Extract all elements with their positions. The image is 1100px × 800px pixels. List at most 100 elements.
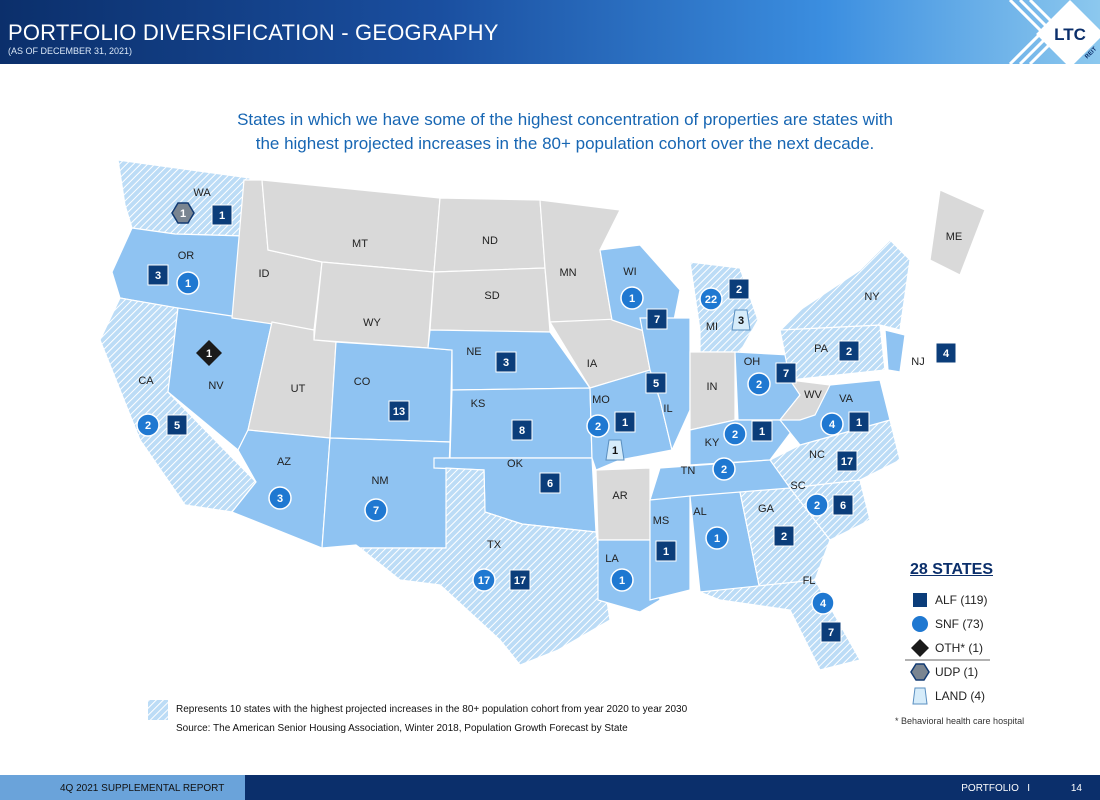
marker-count: 3 bbox=[155, 270, 161, 282]
marker-ok-alf: 6 bbox=[539, 472, 561, 494]
marker-count: 2 bbox=[595, 421, 601, 433]
state-label-pa: PA bbox=[814, 343, 829, 355]
state-ny bbox=[778, 239, 911, 331]
legend-symbol-land bbox=[912, 687, 928, 705]
marker-or-alf: 3 bbox=[147, 264, 169, 286]
marker-count: 1 bbox=[714, 533, 720, 545]
marker-count: 1 bbox=[185, 278, 191, 290]
state-label-ne: NE bbox=[466, 346, 481, 358]
legend-symbol-snf bbox=[912, 616, 928, 632]
state-label-ks: KS bbox=[471, 398, 486, 410]
page-title: PORTFOLIO DIVERSIFICATION - GEOGRAPHY bbox=[8, 20, 499, 45]
state-label-tx: TX bbox=[487, 539, 502, 551]
marker-count: 1 bbox=[663, 546, 669, 558]
marker-ky-alf: 1 bbox=[751, 420, 773, 442]
marker-count: 2 bbox=[846, 346, 852, 358]
marker-wi-snf: 1 bbox=[620, 286, 644, 310]
page-subtitle: (AS OF DECEMBER 31, 2021) bbox=[8, 46, 133, 56]
marker-nv-oth: 1 bbox=[196, 340, 222, 366]
marker-tn-snf: 2 bbox=[712, 457, 736, 481]
marker-count: 1 bbox=[219, 210, 225, 222]
marker-count: 13 bbox=[393, 406, 405, 418]
marker-count: 2 bbox=[732, 429, 738, 441]
marker-count: 7 bbox=[783, 368, 789, 380]
marker-count: 17 bbox=[841, 456, 853, 468]
marker-count: 1 bbox=[759, 426, 765, 438]
state-label-ny: NY bbox=[864, 291, 880, 303]
marker-ne-alf: 3 bbox=[495, 351, 517, 373]
legend-symbols: ALF (119) SNF (73) OTH* (1) UDP (1) LAND (4) bbox=[148, 593, 990, 720]
headline-text: States in which we have some of the high… bbox=[237, 110, 893, 153]
marker-fl-alf: 7 bbox=[820, 621, 842, 643]
marker-count: 2 bbox=[814, 500, 820, 512]
state-label-ia: IA bbox=[587, 358, 598, 370]
legend-label: SNF (73) bbox=[935, 617, 984, 631]
legend-item-snf: SNF (73) bbox=[912, 616, 984, 632]
marker-mo-land: 1 bbox=[605, 439, 625, 461]
marker-count: 17 bbox=[478, 575, 490, 587]
marker-count: 7 bbox=[828, 627, 834, 639]
state-label-ms: MS bbox=[653, 515, 670, 527]
marker-count: 4 bbox=[829, 419, 836, 431]
state-label-nd: ND bbox=[482, 235, 498, 247]
header-banner: PORTFOLIO DIVERSIFICATION - GEOGRAPHY (A… bbox=[0, 0, 1100, 64]
footer-section: PORTFOLIO I bbox=[961, 783, 1030, 794]
marker-mi-snf: 22 bbox=[699, 287, 723, 311]
hatch-note: Represents 10 states with the highest pr… bbox=[176, 704, 688, 715]
source-note: Source: The American Senior Housing Asso… bbox=[176, 723, 628, 734]
state-label-tn: TN bbox=[681, 465, 696, 477]
marker-count: 3 bbox=[503, 357, 509, 369]
state-label-al: AL bbox=[693, 506, 706, 518]
state-wy bbox=[313, 261, 435, 349]
marker-sc-alf: 6 bbox=[832, 494, 854, 516]
marker-count: 1 bbox=[180, 208, 186, 220]
legend-item-alf: ALF (119) bbox=[913, 593, 987, 607]
marker-va-snf: 4 bbox=[820, 412, 844, 436]
marker-count: 6 bbox=[547, 478, 553, 490]
marker-count: 7 bbox=[373, 505, 379, 517]
marker-count: 7 bbox=[654, 314, 660, 326]
marker-count: 1 bbox=[629, 293, 635, 305]
state-label-ga: GA bbox=[758, 503, 775, 515]
marker-count: 1 bbox=[622, 417, 628, 429]
state-label-ut: UT bbox=[291, 383, 306, 395]
state-label-wi: WI bbox=[623, 266, 636, 278]
marker-count: 1 bbox=[619, 575, 625, 587]
legend-symbol-alf bbox=[913, 593, 927, 607]
legend-item-udp: UDP (1) bbox=[910, 663, 978, 681]
marker-wa-alf: 1 bbox=[211, 204, 233, 226]
marker-count: 1 bbox=[206, 348, 212, 360]
state-label-wv: WV bbox=[804, 389, 822, 401]
state-label-va: VA bbox=[839, 393, 854, 405]
state-wv bbox=[778, 379, 831, 421]
marker-ga-alf: 2 bbox=[773, 525, 795, 547]
logo-text: LTC bbox=[1054, 25, 1086, 44]
state-ar bbox=[595, 467, 651, 541]
state-label-nv: NV bbox=[208, 380, 224, 392]
marker-oh-alf: 7 bbox=[775, 362, 797, 384]
state-label-nj: NJ bbox=[911, 356, 924, 368]
marker-count: 8 bbox=[519, 425, 525, 437]
footer-bar: 4Q 2021 SUPPLEMENTAL REPORT PORTFOLIO I … bbox=[0, 775, 1100, 800]
state-label-sc: SC bbox=[790, 480, 805, 492]
marker-sc-snf: 2 bbox=[805, 493, 829, 517]
state-label-wy: WY bbox=[363, 317, 381, 329]
marker-count: 3 bbox=[738, 315, 744, 327]
marker-count: 2 bbox=[756, 379, 762, 391]
state-label-mn: MN bbox=[559, 267, 576, 279]
marker-tx-snf: 17 bbox=[472, 568, 496, 592]
marker-ca-snf: 2 bbox=[136, 413, 160, 437]
legend-symbol-oth bbox=[911, 639, 929, 657]
marker-count: 6 bbox=[840, 500, 846, 512]
marker-count: 17 bbox=[514, 575, 526, 587]
state-label-nm: NM bbox=[371, 475, 388, 487]
state-co bbox=[329, 341, 453, 443]
marker-nj-alf: 4 bbox=[935, 342, 957, 364]
state-label-wa: WA bbox=[193, 187, 211, 199]
legend-symbol-udp bbox=[910, 663, 930, 681]
marker-count: 2 bbox=[145, 420, 151, 432]
marker-count: 1 bbox=[856, 417, 862, 429]
state-label-mi: MI bbox=[706, 321, 718, 333]
state-label-oh: OH bbox=[744, 356, 761, 368]
